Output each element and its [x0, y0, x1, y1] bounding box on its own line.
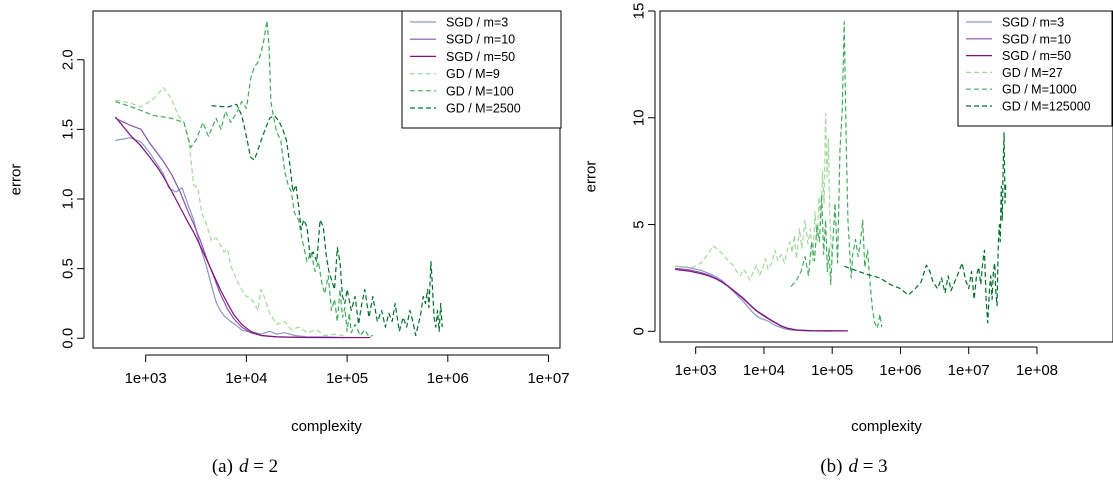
x-tick-label: 1e+07 [948, 362, 990, 379]
subfigure-caption: (b) d = 3 [820, 456, 887, 477]
x-axis-title: complexity [291, 418, 362, 435]
series-line-sgd-m-10 [675, 267, 845, 332]
series-line-sgd-m-50 [675, 268, 848, 332]
y-tick-label: 1.0 [60, 189, 77, 210]
y-tick-label: 5 [631, 220, 648, 228]
x-tick-label: 1e+05 [811, 362, 853, 379]
x-tick-label: 1e+04 [743, 362, 785, 379]
y-tick-label: 0 [631, 327, 648, 335]
series-line-gd-m-27 [675, 112, 833, 281]
subfigure-caption: (a) d = 2 [212, 456, 278, 477]
chart-panel-b: 1e+03 1e+04 1e+05 1e+06 1e+07 1e+08 0 5 10 15 comp… [583, 3, 1113, 477]
y-axis-title: error [583, 161, 600, 193]
y-tick-label: 1.5 [60, 119, 77, 140]
legend-label: SGD / m=50 [446, 50, 515, 64]
x-tick-label: 1e+06 [879, 362, 921, 379]
y-tick-label: 0.5 [60, 258, 77, 279]
series-group [675, 21, 1007, 332]
legend-label: SGD / m=3 [446, 16, 508, 30]
legend-label: SGD / m=50 [1002, 49, 1071, 63]
chart-panel-a: 1e+03 1e+04 1e+05 1e+06 1e+07 0.0 0.5 1.0 1.5 2.0… [8, 10, 570, 477]
y-axis: 0.0 0.5 1.0 1.5 2.0 [60, 49, 85, 349]
caption-label: (a) [212, 456, 233, 477]
x-axis: 1e+03 1e+04 1e+05 1e+06 1e+07 1e+08 [675, 346, 1058, 379]
legend-label: GD / M=100 [446, 84, 514, 98]
series-line-sgd-m-50 [114, 116, 371, 339]
legend-label: SGD / m=10 [1002, 32, 1071, 46]
y-tick-label: 15 [631, 3, 648, 20]
plot-frame [659, 10, 1113, 343]
plot-frame [92, 10, 561, 349]
series-line-gd-m-125000 [844, 132, 1007, 324]
legend-box [957, 10, 1113, 127]
caption-equation: = 2 [248, 456, 278, 477]
legend-label: GD / M=125000 [1002, 100, 1091, 114]
x-tick-label: 1e+08 [1016, 362, 1058, 379]
x-tick-label: 1e+03 [125, 370, 167, 387]
x-tick-label: 1e+06 [427, 370, 469, 387]
y-axis: 0 5 10 15 [631, 3, 656, 335]
x-axis-title: complexity [851, 418, 922, 435]
y-tick-label: 2.0 [60, 49, 77, 70]
x-tick-label: 1e+04 [225, 370, 267, 387]
series-line-gd-m-9 [115, 86, 348, 338]
caption-variable: d [239, 456, 249, 477]
series-group [114, 20, 443, 339]
series-line-sgd-m-3 [115, 137, 348, 339]
x-tick-label: 1e+03 [675, 362, 717, 379]
caption-variable: d [848, 456, 858, 477]
series-line-gd-m-100 [115, 20, 374, 338]
legend: SGD / m=3 SGD / m=10 SGD / m=50 GD / M=27 GD… [957, 10, 1113, 127]
x-tick-label: 1e+05 [326, 370, 368, 387]
series-line-gd-m-1000 [790, 21, 883, 329]
legend-label: GD / M=2500 [446, 102, 521, 116]
legend-box [401, 10, 562, 129]
legend-label: GD / M=27 [1002, 66, 1063, 80]
series-line-sgd-m-3 [675, 265, 833, 332]
legend-label: GD / M=1000 [1002, 83, 1077, 97]
x-tick-label: 1e+07 [527, 370, 569, 387]
caption-label: (b) [820, 456, 842, 477]
legend-label: SGD / m=3 [1002, 16, 1064, 30]
y-tick-label: 10 [631, 109, 648, 126]
x-axis: 1e+03 1e+04 1e+05 1e+06 1e+07 [125, 354, 570, 387]
y-axis-title: error [8, 164, 25, 196]
legend-label: GD / M=9 [446, 67, 500, 81]
legend-label: SGD / m=10 [446, 33, 515, 47]
series-line-gd-m-2500 [211, 103, 443, 337]
legend: SGD / m=3 SGD / m=10 SGD / m=50 GD / M=9 GD … [401, 10, 562, 129]
caption-equation: = 3 [858, 456, 888, 477]
series-line-sgd-m-10 [115, 117, 348, 339]
y-tick-label: 0.0 [60, 328, 77, 349]
